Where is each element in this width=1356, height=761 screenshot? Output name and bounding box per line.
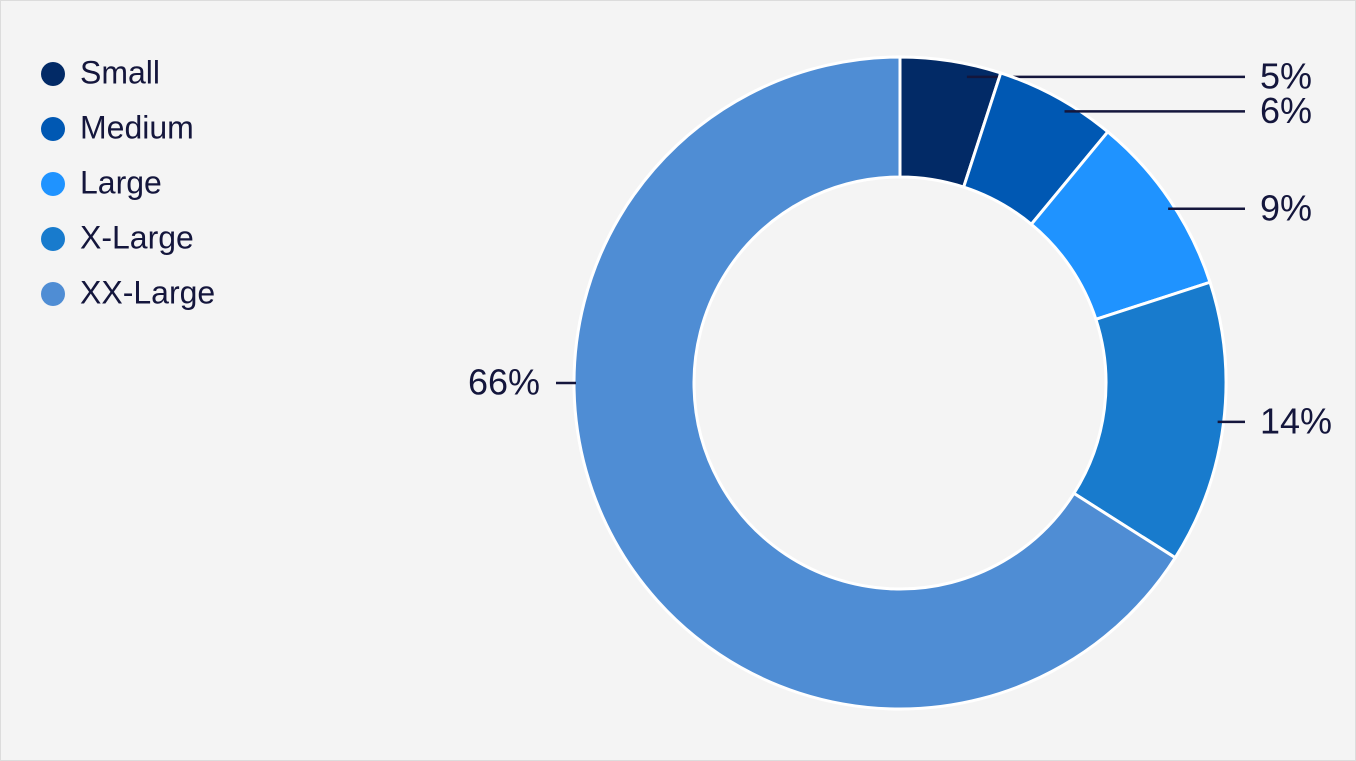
value-label: 66%	[468, 362, 540, 403]
value-label: 5%	[1260, 55, 1312, 96]
legend-text: XX-Large	[80, 274, 215, 310]
donut-slice	[572, 55, 1178, 711]
legend-swatch	[41, 282, 65, 306]
legend-text: Medium	[80, 109, 194, 145]
legend-text: Large	[80, 164, 162, 200]
value-label: 6%	[1260, 90, 1312, 131]
legend-text: X-Large	[80, 219, 194, 255]
legend-swatch	[41, 62, 65, 86]
value-label: 9%	[1260, 187, 1312, 228]
legend-swatch	[41, 117, 65, 141]
legend-text: Small	[80, 54, 160, 90]
legend-swatch	[41, 172, 65, 196]
value-label: 14%	[1260, 400, 1332, 441]
legend-swatch	[41, 227, 65, 251]
